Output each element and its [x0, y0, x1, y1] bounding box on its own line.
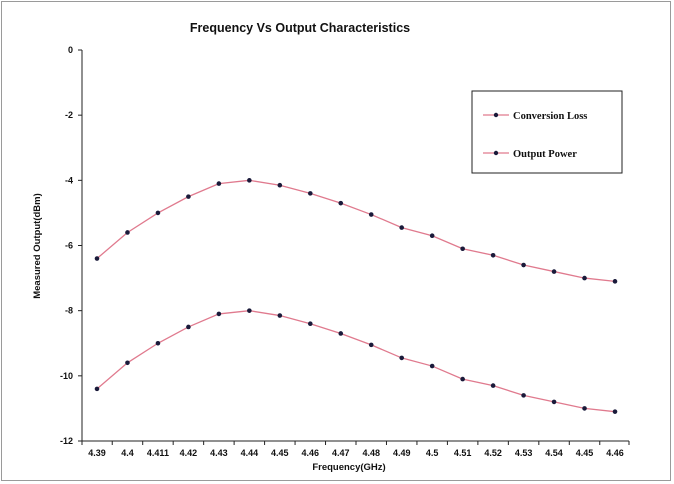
x-tick-label: 4.45 [576, 448, 594, 458]
y-tick-label: -12 [60, 436, 73, 446]
data-point [338, 200, 344, 206]
x-tick-label: 4.42 [180, 448, 198, 458]
data-point [186, 194, 191, 199]
data-point [490, 383, 496, 388]
series-conversion-loss [94, 308, 618, 414]
legend: Conversion Loss Output Power [471, 90, 623, 174]
data-point [429, 363, 435, 369]
chart-title: Frequency Vs Output Characteristics [190, 21, 410, 35]
x-tick-label: 4.45 [271, 448, 289, 458]
x-axis-label: Frequency(GHz) [312, 462, 385, 473]
data-point [460, 376, 465, 382]
data-point [612, 279, 618, 284]
data-point [368, 212, 374, 217]
x-tick-label: 4.47 [332, 448, 350, 458]
legend-marker-output-power [493, 150, 499, 156]
data-point [216, 311, 222, 317]
data-point [399, 225, 405, 230]
x-tick-label: 4.51 [454, 448, 472, 458]
data-point [551, 269, 557, 274]
legend-entry-conversion-loss: Conversion Loss [483, 111, 587, 122]
legend-label-conversion-loss: Conversion Loss [513, 111, 587, 122]
legend-box [471, 90, 623, 174]
data-point [247, 178, 252, 183]
series-line-conversion-loss [96, 310, 616, 413]
data-point [582, 406, 587, 411]
x-tick-label: 4.4 [121, 448, 134, 458]
x-tick-label: 4.5 [426, 448, 439, 458]
data-point [582, 275, 587, 281]
x-tick-label: 4.46 [606, 448, 624, 458]
data-point [125, 230, 130, 235]
data-point [125, 360, 130, 366]
y-tick-label: 0 [68, 45, 73, 55]
series-group [94, 178, 618, 414]
data-point [307, 321, 313, 327]
data-point [307, 191, 313, 196]
y-tick-label: -10 [60, 371, 73, 381]
data-point [460, 246, 465, 252]
y-tick-label: -8 [65, 306, 73, 316]
data-point [338, 331, 344, 336]
series-output-power [94, 178, 618, 284]
x-tick-label: 4.49 [393, 448, 411, 458]
x-tick-label: 4.48 [362, 448, 380, 458]
data-point [612, 409, 618, 414]
data-point [551, 399, 557, 405]
y-tick-label: -2 [65, 110, 73, 120]
data-point [368, 342, 374, 348]
data-point [490, 252, 496, 258]
data-point [521, 393, 526, 398]
data-point [155, 340, 161, 346]
legend-label-output-power: Output Power [513, 149, 577, 160]
x-tick-label: 4.46 [302, 448, 320, 458]
data-point [521, 262, 526, 268]
x-tick-label: 4.44 [241, 448, 259, 458]
data-point [429, 233, 435, 239]
data-point [216, 181, 222, 186]
data-point [399, 355, 405, 361]
y-tick-label: -6 [65, 241, 73, 251]
data-point [155, 210, 161, 216]
series-line-output-power [96, 179, 616, 282]
y-tick-label: -4 [65, 175, 73, 185]
y-axis-label: Measured Output(dBm) [32, 193, 43, 299]
x-tick-label: 4.53 [515, 448, 533, 458]
x-tick-label: 4.43 [210, 448, 228, 458]
legend-entry-output-power: Output Power [483, 149, 577, 160]
x-ticks: 4.39 4.4 4.411 4.42 4.43 4.44 4.45 4.46 4.47 4.48… [81, 441, 630, 458]
legend-marker-conversion-loss [493, 112, 499, 118]
data-point [94, 256, 100, 261]
x-tick-label: 4.54 [545, 448, 563, 458]
data-point [94, 386, 100, 392]
x-tick-label: 4.411 [147, 448, 169, 458]
data-point [277, 182, 283, 188]
x-tick-label: 4.52 [484, 448, 502, 458]
y-ticks: 0 -2 -4 -6 -8 -10 -12 [60, 45, 82, 446]
x-tick-label: 4.39 [88, 448, 106, 458]
data-point [247, 308, 252, 313]
data-point [277, 313, 283, 318]
data-point [186, 324, 191, 330]
